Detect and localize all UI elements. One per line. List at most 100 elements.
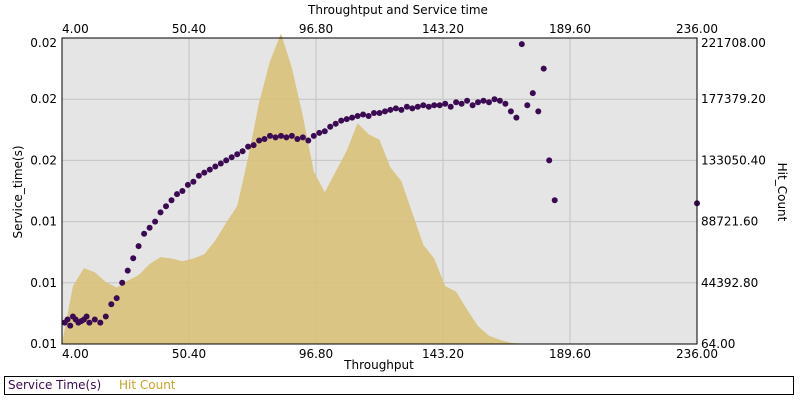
service-time-point <box>86 319 93 326</box>
service-time-point <box>338 117 345 124</box>
service-time-point <box>360 111 367 118</box>
service-time-point <box>327 123 334 130</box>
y-right-tick-label: 221708.00 <box>701 36 766 50</box>
service-time-point <box>212 163 219 170</box>
x-tick-label-bottom: 50.40 <box>172 347 206 361</box>
service-time-point <box>83 313 90 320</box>
service-time-point <box>184 181 191 188</box>
service-time-point <box>261 136 268 142</box>
service-time-point <box>195 172 202 179</box>
service-time-point <box>294 136 301 142</box>
service-time-point <box>234 151 241 158</box>
service-time-point <box>299 134 306 141</box>
x-tick-label-top: 50.40 <box>172 22 206 36</box>
service-time-point <box>157 209 164 216</box>
service-time-point <box>305 137 312 144</box>
service-time-point <box>97 319 104 326</box>
service-time-point <box>414 103 421 110</box>
service-time-point <box>365 113 372 119</box>
service-time-point <box>321 128 328 135</box>
service-time-point <box>201 169 208 176</box>
y-axis-left-label: Service_time(s) <box>11 145 25 238</box>
service-time-point <box>442 100 449 107</box>
service-time-point <box>535 108 542 115</box>
service-time-point <box>190 178 197 185</box>
service-time-point <box>217 160 224 167</box>
service-time-point <box>464 97 471 104</box>
service-time-point <box>496 97 503 104</box>
y-right-tick-label: 88721.60 <box>701 215 758 229</box>
x-axis-label: Throughput <box>343 358 414 372</box>
service-time-point <box>447 103 454 110</box>
chart: 4.00 50.40 96.80 143.20 189.60 236.00 4.00 50.… <box>11 3 789 372</box>
service-time-point <box>64 316 71 323</box>
service-time-point <box>332 120 339 127</box>
service-time-point <box>420 102 427 109</box>
x-tick-label-bottom: 236.00 <box>676 347 718 361</box>
chart-title: Throughtput and Service time <box>307 3 488 17</box>
service-time-point <box>371 110 377 116</box>
service-time-point <box>349 114 356 121</box>
service-time-point <box>267 132 273 139</box>
service-time-point <box>403 103 410 110</box>
x-tick-label-top: 143.20 <box>422 22 464 36</box>
service-time-point <box>124 267 131 274</box>
service-time-point <box>152 218 159 225</box>
service-time-point <box>469 102 476 109</box>
service-time-point <box>168 197 175 204</box>
service-time-point <box>283 134 290 141</box>
y-left-tick-label: 0.02 <box>30 153 57 167</box>
x-tick-label-top: 4.00 <box>62 22 89 36</box>
service-time-point <box>130 255 137 262</box>
x-tick-label-bottom: 189.60 <box>549 347 591 361</box>
service-time-point <box>179 188 186 194</box>
y-left-tick-label: 0.02 <box>30 36 57 50</box>
x-tick-label-top: 189.60 <box>549 22 591 36</box>
y-left-tick-label: 0.01 <box>30 276 57 290</box>
service-time-point <box>119 279 126 286</box>
service-time-point <box>310 132 317 139</box>
x-tick-label-bottom: 4.00 <box>62 347 89 361</box>
service-time-point <box>376 110 383 116</box>
service-time-point <box>67 322 74 329</box>
service-time-point <box>146 224 153 231</box>
service-time-point <box>392 105 399 112</box>
y-left-tick-label: 0.01 <box>30 215 57 229</box>
y-left-tick-label: 0.02 <box>30 92 57 106</box>
y-ticks-right: 64.00 44392.80 88721.60 133050.40 177379.20 2… <box>701 36 766 351</box>
service-time-point <box>223 157 230 164</box>
service-time-point <box>398 106 405 113</box>
x-tick-label-bottom: 143.20 <box>422 347 464 361</box>
service-time-point <box>206 166 213 173</box>
x-tick-label-top: 96.80 <box>299 22 333 36</box>
y-left-tick-label: 0.01 <box>30 337 57 351</box>
service-time-point <box>91 316 98 323</box>
service-time-point <box>387 106 394 113</box>
service-time-point <box>113 295 120 302</box>
service-time-point <box>475 99 481 106</box>
x-tick-label-top: 236.00 <box>676 22 718 36</box>
hit-count-area <box>62 33 522 344</box>
y-right-tick-label: 133050.40 <box>701 153 766 167</box>
service-time-point <box>529 90 536 97</box>
service-time-point <box>458 100 465 107</box>
service-time-point <box>507 108 514 115</box>
service-time-point <box>288 132 295 139</box>
service-time-point <box>513 114 520 121</box>
service-time-point <box>316 129 323 136</box>
service-time-point <box>343 116 350 123</box>
service-time-point <box>239 148 246 155</box>
service-time-point <box>272 134 279 141</box>
service-time-point <box>256 137 263 144</box>
service-time-point <box>354 113 361 119</box>
service-time-point <box>551 197 558 204</box>
service-time-point <box>245 143 252 150</box>
service-time-point <box>524 102 531 109</box>
service-time-point <box>518 41 525 48</box>
service-time-point <box>278 132 284 139</box>
service-time-point <box>228 154 235 161</box>
x-tick-label-bottom: 96.80 <box>299 347 333 361</box>
service-time-point <box>108 301 115 308</box>
legend-item-service-time: Service Time(s) <box>8 378 102 392</box>
service-time-point <box>486 99 492 106</box>
